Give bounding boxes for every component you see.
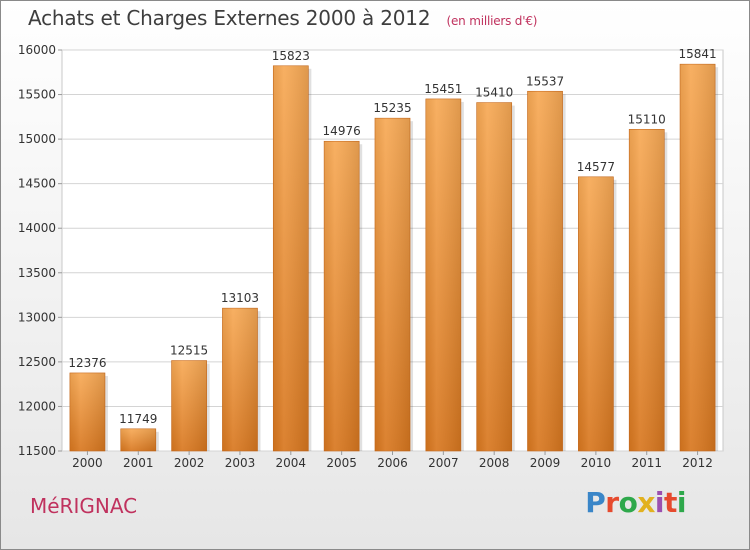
data-label-2011: 15110 — [628, 112, 666, 126]
logo-letter: t — [664, 486, 677, 519]
chart-title-text: Achats et Charges Externes 2000 à 2012 — [28, 6, 431, 30]
x-tick-label-2009: 2009 — [530, 456, 561, 470]
data-label-2006: 15235 — [373, 101, 411, 115]
x-tick-label-2001: 2001 — [123, 456, 154, 470]
y-tick-label: 13500 — [18, 266, 56, 280]
y-tick-label: 11500 — [18, 444, 56, 458]
x-tick-label-2011: 2011 — [631, 456, 662, 470]
logo-letter: r — [605, 486, 619, 519]
bar-shade — [578, 176, 614, 451]
data-label-2012: 15841 — [678, 47, 716, 61]
y-tick-label: 16000 — [18, 43, 56, 57]
logo-letter: i — [676, 486, 687, 519]
data-label-2002: 12515 — [170, 344, 208, 358]
y-axis: 11500 12000 12500 13000 13500 14000 14500 15000… — [18, 43, 62, 458]
bar-shade — [120, 428, 156, 451]
town-name: MéRIGNAC — [30, 494, 138, 518]
proxiti-logo: Proxiti — [585, 486, 686, 519]
data-label-2007: 15451 — [424, 82, 462, 96]
data-label-2008: 15410 — [475, 86, 513, 100]
y-tick-label: 14000 — [18, 221, 56, 235]
x-tick-label-2002: 2002 — [174, 456, 205, 470]
bar-shade — [222, 308, 258, 451]
data-label-2001: 11749 — [119, 412, 157, 426]
y-tick-label: 13000 — [18, 310, 56, 324]
x-axis: 2000 2001 2002 2003 2004 2005 2006 2007 2008 2009… — [72, 451, 713, 470]
x-tick-label-2008: 2008 — [479, 456, 510, 470]
x-tick-label-2010: 2010 — [581, 456, 612, 470]
y-tick-label: 15000 — [18, 132, 56, 146]
bar-shade — [680, 64, 716, 451]
y-tick-label: 15500 — [18, 88, 56, 102]
x-tick-label-2006: 2006 — [377, 456, 408, 470]
bar-shade — [425, 98, 461, 451]
data-label-2009: 15537 — [526, 74, 564, 88]
y-tick-label: 12500 — [18, 355, 56, 369]
chart-title: Achats et Charges Externes 2000 à 2012 (… — [28, 6, 537, 30]
bar-shade — [171, 360, 207, 451]
chart-unit-label: (en milliers d'€) — [446, 14, 538, 28]
data-label-2004: 15823 — [272, 49, 310, 63]
logo-letter: i — [654, 486, 665, 519]
data-label-2010: 14577 — [577, 160, 615, 174]
bar-shade — [374, 118, 411, 452]
logo-letter: x — [637, 486, 655, 519]
bar-shade — [527, 91, 563, 451]
data-label-2005: 14976 — [323, 124, 361, 138]
bar-shade — [629, 129, 665, 451]
y-tick-label: 12000 — [18, 399, 56, 413]
x-tick-label-2003: 2003 — [225, 456, 256, 470]
x-tick-label-2007: 2007 — [428, 456, 459, 470]
x-tick-label-2005: 2005 — [326, 456, 357, 470]
bar-shade — [273, 65, 309, 451]
x-tick-label-2004: 2004 — [276, 456, 307, 470]
data-label-2003: 13103 — [221, 291, 259, 305]
logo-letter: o — [618, 486, 638, 519]
x-tick-label-2012: 2012 — [682, 456, 713, 470]
x-tick-label-2000: 2000 — [72, 456, 103, 470]
logo-letter: P — [585, 486, 606, 519]
bar-shade — [69, 372, 105, 451]
data-label-2000: 12376 — [68, 356, 106, 370]
data-labels: 12376 11749 12515 13103 15823 14976 15235 15451… — [68, 47, 716, 426]
bar-shade — [476, 102, 512, 451]
bars — [69, 63, 719, 452]
bar-shade — [324, 141, 360, 452]
y-tick-label: 14500 — [18, 177, 56, 191]
